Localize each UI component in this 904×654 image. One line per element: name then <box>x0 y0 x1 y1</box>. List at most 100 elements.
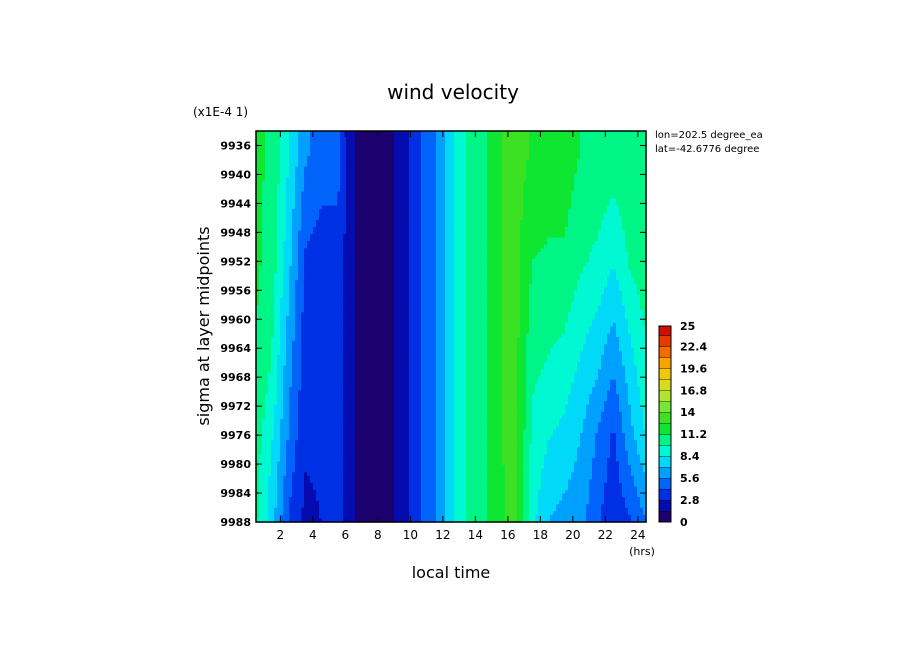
contour-cell <box>589 131 593 136</box>
contour-cell <box>346 148 350 153</box>
contour-cell <box>286 152 290 157</box>
contour-cell <box>559 138 563 143</box>
contour-cell <box>475 159 479 164</box>
contour-cell <box>439 159 443 164</box>
contour-cell <box>319 155 323 161</box>
contour-cell <box>388 138 392 143</box>
contour-cell <box>397 138 401 143</box>
contour-cell <box>544 138 548 143</box>
contour-cell <box>274 155 278 161</box>
contour-cell <box>355 138 359 143</box>
contour-cell <box>637 138 641 143</box>
contour-cell <box>625 141 629 146</box>
contour-cell <box>610 134 614 139</box>
contour-cell <box>487 141 491 146</box>
contour-cell <box>523 141 527 146</box>
contour-cell <box>469 145 473 150</box>
contour-cell <box>427 138 431 143</box>
contour-cell <box>304 131 308 136</box>
contour-cell <box>499 134 503 139</box>
contour-cell <box>370 141 374 146</box>
contour-cell <box>538 134 542 139</box>
contour-cell <box>430 152 434 157</box>
contour-cell <box>529 138 533 143</box>
contour-cell <box>517 134 521 139</box>
contour-cell <box>433 152 437 157</box>
contour-cell <box>484 131 488 136</box>
contour-cell <box>622 145 626 150</box>
contour-cell <box>601 152 605 157</box>
contour-cell <box>337 148 341 153</box>
contour-cell <box>304 155 308 161</box>
contour-cell <box>430 159 434 164</box>
contour-cell <box>340 159 344 164</box>
contour-cell <box>364 141 368 146</box>
contour-cell <box>532 152 536 157</box>
contour-cell <box>427 131 431 136</box>
contour-cell <box>502 134 506 139</box>
contour-cell <box>631 155 635 161</box>
contour-cell <box>295 145 299 150</box>
contour-cell <box>325 145 329 150</box>
contour-cell <box>334 148 338 153</box>
contour-cell <box>460 131 464 136</box>
contour-cell <box>352 141 356 146</box>
contour-cell <box>583 131 587 136</box>
contour-cell <box>547 145 551 150</box>
contour-cell <box>550 148 554 153</box>
contour-cell <box>478 159 482 164</box>
contour-cell <box>493 148 497 153</box>
contour-cell <box>526 152 530 157</box>
contour-cell <box>640 131 644 136</box>
contour-cell <box>376 159 380 164</box>
contour-cell <box>451 131 455 136</box>
contour-cell <box>484 155 488 161</box>
contour-cell <box>328 141 332 146</box>
contour-cell <box>256 159 260 164</box>
contour-cell <box>421 148 425 153</box>
contour-cell <box>514 145 518 150</box>
contour-cell <box>388 145 392 150</box>
contour-cell <box>358 134 362 139</box>
contour-cell <box>436 138 440 143</box>
contour-cell <box>280 134 284 139</box>
contour-cell <box>556 152 560 157</box>
contour-cell <box>439 134 443 139</box>
contour-cell <box>418 145 422 150</box>
contour-cell <box>601 134 605 139</box>
contour-cell <box>298 141 302 146</box>
contour-cell <box>319 134 323 139</box>
contour-cell <box>430 134 434 139</box>
contour-cell <box>466 159 470 164</box>
contour-cell <box>607 131 611 136</box>
annotation-lon: lon=202.5 degree_ea <box>655 130 763 141</box>
contour-cell <box>601 141 605 146</box>
contour-cell <box>286 134 290 139</box>
contour-cell <box>484 141 488 146</box>
contour-cell <box>634 131 638 136</box>
contour-cell <box>499 141 503 146</box>
contour-field <box>256 131 647 523</box>
contour-cell <box>391 134 395 139</box>
contour-cell <box>295 148 299 153</box>
contour-cell <box>310 148 314 153</box>
contour-cell <box>298 148 302 153</box>
contour-cell <box>595 138 599 143</box>
contour-cell <box>598 131 602 136</box>
contour-cell <box>559 145 563 150</box>
contour-cell <box>358 138 362 143</box>
contour-cell <box>322 138 326 143</box>
contour-cell <box>373 145 377 150</box>
contour-cell <box>391 159 395 164</box>
contour-cell <box>322 131 326 136</box>
contour-cell <box>508 134 512 139</box>
contour-cell <box>277 141 281 146</box>
contour-cell <box>460 145 464 150</box>
contour-cell <box>262 134 266 139</box>
contour-cell <box>319 148 323 153</box>
contour-cell <box>523 148 527 153</box>
contour-cell <box>406 141 410 146</box>
contour-cell <box>394 159 398 164</box>
contour-cell <box>502 155 506 161</box>
contour-cell <box>283 152 287 157</box>
